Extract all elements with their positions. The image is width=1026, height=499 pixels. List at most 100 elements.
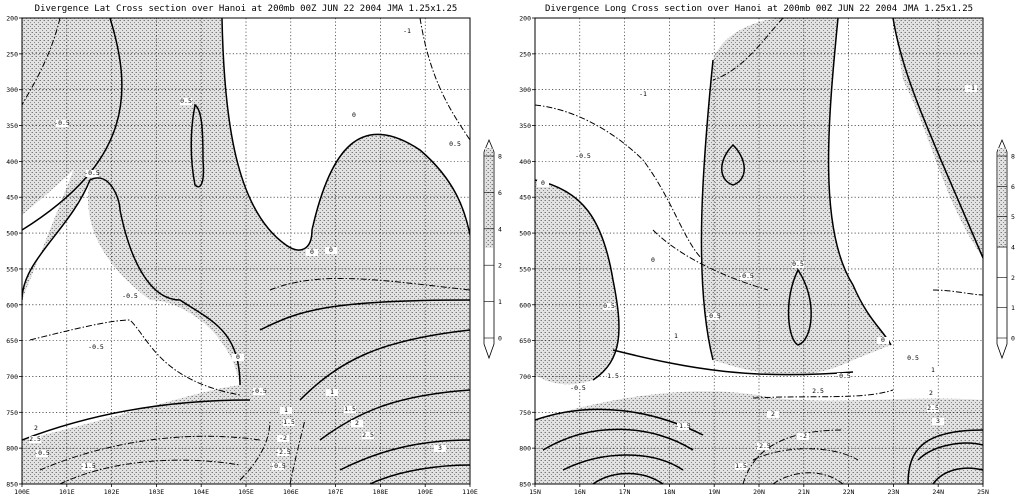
contour-label: -1 — [967, 84, 975, 92]
contour-label-bg — [351, 420, 363, 427]
contour-label: 0.5 — [907, 354, 919, 362]
colorbar-fill — [998, 148, 1006, 248]
y-tick-label: 400 — [519, 158, 531, 166]
contour-label: 0 — [352, 111, 356, 119]
positive-contour-line — [221, 18, 470, 251]
contour-label: 0.5 — [449, 140, 461, 148]
contour-label-bg — [325, 247, 337, 254]
contour-label: -0.5 — [270, 462, 286, 470]
contour-label-bg — [735, 463, 747, 470]
positive-divergence-region — [535, 391, 983, 484]
negative-contour-line — [269, 277, 470, 291]
contour-label-bg — [362, 432, 374, 439]
contour-label-bg — [925, 390, 937, 397]
contour-label: 1 — [931, 366, 935, 374]
contour-label-bg — [434, 445, 446, 452]
colorbar-tick-label: 6 — [1011, 183, 1015, 191]
positive-contour-line — [369, 464, 470, 484]
contour-label-bg — [707, 313, 719, 320]
contour-label: -0.5 — [88, 343, 104, 351]
contour-label: 0 — [881, 336, 885, 344]
contour-label: 2 — [355, 419, 359, 427]
y-tick-label: 350 — [6, 122, 18, 130]
negative-contour-line — [712, 18, 784, 81]
y-tick-label: 600 — [6, 301, 18, 309]
contour-label-bg — [401, 28, 413, 35]
contour-label: -1.5 — [675, 422, 691, 430]
contour-label-bg — [56, 120, 68, 127]
contour-label-bg — [607, 373, 619, 380]
positive-contour-line — [721, 143, 745, 186]
contour-label-bg — [577, 153, 589, 160]
negative-contour-line — [22, 18, 61, 106]
contour-label: 0.5 — [603, 302, 615, 310]
contour-label-bg — [253, 388, 265, 395]
contour-label: -2.5 — [275, 448, 291, 456]
colorbar-tick-label: 0 — [1011, 335, 1015, 343]
y-tick-label: 500 — [6, 230, 18, 238]
positive-contour-line — [22, 18, 123, 231]
contour-label: -2.5 — [755, 442, 771, 450]
contour-label: 2.5 — [927, 404, 939, 412]
positive-contour-line — [22, 177, 241, 386]
negative-contour-line — [742, 429, 844, 484]
contour-label: 2.5 — [362, 431, 374, 439]
contour-label-bg — [647, 257, 659, 264]
negative-contour-line — [535, 104, 704, 261]
colorbar: 8 6 5 4 2 1 0 — [996, 138, 1015, 360]
positive-contour-line — [22, 399, 251, 441]
positive-contour-line — [535, 179, 620, 381]
contour-label: -0.5 — [84, 169, 100, 177]
y-tick-label: 800 — [6, 445, 18, 453]
colorbar-tick-label: 6 — [498, 189, 502, 197]
colorbar-tick-label: 2 — [498, 262, 502, 270]
contour-label-bg — [537, 180, 549, 187]
contour-label-bg — [232, 354, 244, 361]
contour-label-bg — [932, 418, 944, 425]
y-tick-label: 650 — [519, 337, 531, 345]
x-tick-label: 24N — [932, 488, 944, 496]
y-tick-label: 450 — [519, 194, 531, 202]
x-tick-label: 22N — [843, 488, 855, 496]
y-tick-label: 250 — [6, 50, 18, 58]
contour-label: 0 — [236, 353, 240, 361]
x-tick-label: 100E — [14, 488, 30, 496]
contour-label: -0.5 — [835, 372, 851, 380]
contour-label-bg — [449, 141, 461, 148]
x-tick-label: 19N — [708, 488, 720, 496]
contour-label-bg — [306, 249, 318, 256]
positive-contour-line — [700, 59, 714, 361]
contour-label: -1.5 — [80, 462, 96, 470]
positive-contour-line — [259, 299, 470, 331]
contour-label-bg — [907, 355, 919, 362]
chart-title: Divergence Long Cross section over Hanoi… — [545, 4, 973, 14]
positive-contour-line — [917, 442, 983, 461]
contour-label: 0.5 — [180, 97, 192, 105]
positive-contour-line — [542, 428, 694, 451]
contour-label: 1 — [330, 388, 334, 396]
colorbar-fill — [485, 148, 493, 248]
y-tick-label: 750 — [519, 409, 531, 417]
contour-label-bg — [326, 389, 338, 396]
negative-contour-line — [752, 389, 894, 399]
y-tick-label: 200 — [519, 15, 531, 23]
contour-label-bg — [927, 405, 939, 412]
contour-label-bg — [180, 98, 192, 105]
contour-label: -1 — [639, 90, 647, 98]
contour-label-bg — [757, 443, 769, 450]
colorbar-tick-label: 1 — [498, 298, 502, 306]
contour-label: -0.5 — [570, 384, 586, 392]
negative-contour-line — [59, 459, 241, 484]
contour-label-bg — [572, 385, 584, 392]
contour-label: 1.5 — [735, 462, 747, 470]
y-tick-label: 350 — [519, 122, 531, 130]
negative-contour-line — [239, 419, 271, 481]
contour-label: -0.5 — [738, 272, 754, 280]
positive-divergence-region — [22, 18, 134, 215]
contour-label-bg — [277, 449, 289, 456]
contour-label: -0.5 — [251, 387, 267, 395]
positive-divergence-region — [535, 180, 619, 385]
contour-label-bg — [637, 91, 649, 98]
contour-label: -0.5 — [705, 312, 721, 320]
negative-contour-line — [772, 472, 844, 484]
